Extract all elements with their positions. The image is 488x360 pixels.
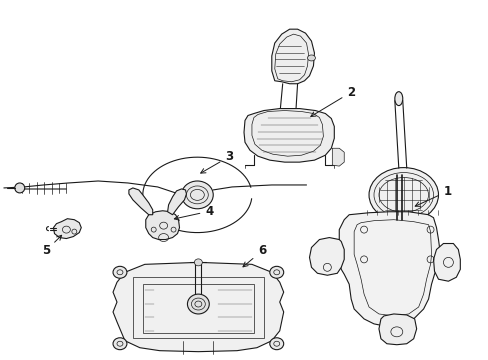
- Ellipse shape: [394, 92, 402, 105]
- Polygon shape: [113, 262, 283, 352]
- Polygon shape: [339, 212, 440, 327]
- Polygon shape: [53, 219, 81, 239]
- Polygon shape: [167, 189, 186, 215]
- Ellipse shape: [181, 181, 213, 209]
- Polygon shape: [332, 148, 344, 166]
- Ellipse shape: [368, 168, 438, 222]
- Polygon shape: [129, 188, 152, 215]
- Ellipse shape: [269, 266, 283, 278]
- Text: 2: 2: [310, 86, 355, 117]
- Ellipse shape: [15, 183, 25, 193]
- Text: 4: 4: [174, 205, 213, 220]
- Polygon shape: [145, 211, 179, 239]
- Polygon shape: [433, 243, 459, 281]
- Polygon shape: [378, 314, 416, 345]
- Ellipse shape: [113, 338, 127, 350]
- Polygon shape: [244, 109, 334, 162]
- Ellipse shape: [269, 338, 283, 350]
- Polygon shape: [271, 29, 314, 84]
- Text: 1: 1: [414, 185, 450, 206]
- Ellipse shape: [113, 266, 127, 278]
- Ellipse shape: [194, 259, 202, 266]
- Text: 6: 6: [243, 244, 265, 267]
- Text: 5: 5: [41, 235, 61, 257]
- Ellipse shape: [307, 55, 315, 61]
- Text: 3: 3: [200, 150, 233, 173]
- Ellipse shape: [187, 294, 209, 314]
- Polygon shape: [309, 238, 344, 275]
